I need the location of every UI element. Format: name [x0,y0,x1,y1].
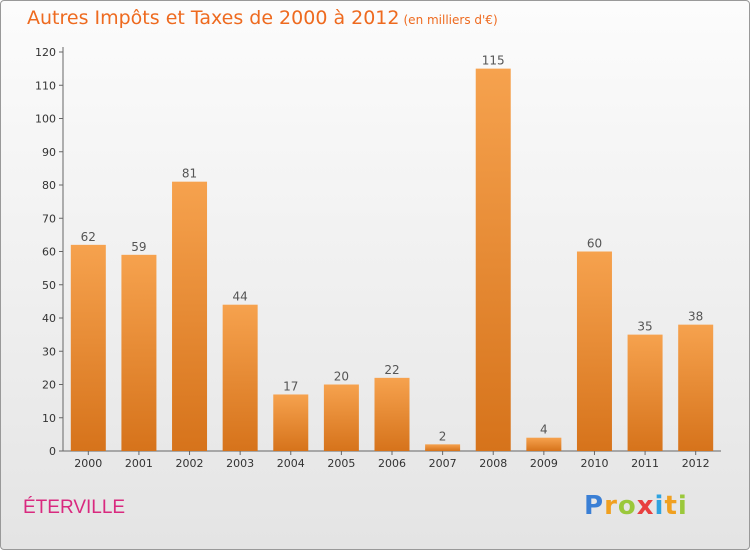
logo-letter: o [617,491,637,521]
x-tick-label: 2004 [277,457,305,470]
bar [70,244,106,451]
x-tick-label: 2000 [74,457,102,470]
y-tick-label: 70 [42,212,56,225]
data-label: 35 [637,320,652,334]
title-text: Autres Impôts et Taxes de 2000 à 2012 [27,7,400,29]
commune-name: ÉTERVILLE [23,497,126,518]
bar [273,394,309,451]
x-tick-label: 2001 [125,457,153,470]
logo-letter: i [677,491,688,521]
x-tick-label: 2009 [530,457,558,470]
x-tick-label: 2002 [176,457,204,470]
y-tick-label: 110 [35,79,56,92]
bar [323,384,359,451]
bar [627,334,663,451]
x-tick-label: 2010 [580,457,608,470]
y-tick-label: 40 [42,312,56,325]
logo-letter: t [664,491,678,521]
x-tick-label: 2008 [479,457,507,470]
logo-letter: i [654,491,665,521]
x-tick-label: 2011 [631,457,659,470]
data-label: 62 [81,230,96,244]
bar [425,444,461,451]
y-tick-label: 10 [42,412,56,425]
y-tick-label: 50 [42,279,56,292]
bar [374,377,410,451]
bar [678,324,714,451]
y-tick-label: 100 [35,113,56,126]
data-label: 38 [688,310,703,324]
chart-title: Autres Impôts et Taxes de 2000 à 2012 (en… [27,7,498,29]
logo-letter: P [584,491,605,521]
y-tick-label: 20 [42,379,56,392]
data-label: 81 [182,167,197,181]
y-tick-label: 120 [35,46,56,59]
bar [172,181,208,452]
x-tick-label: 2006 [378,457,406,470]
data-label: 115 [482,54,505,68]
data-label: 22 [384,363,399,377]
data-label: 59 [131,240,146,254]
title-unit: (en milliers d'€) [403,13,498,27]
bar [526,437,562,451]
data-label: 44 [233,290,248,304]
y-tick-label: 90 [42,146,56,159]
x-tick-label: 2003 [226,457,254,470]
y-tick-label: 0 [49,445,56,458]
bar [475,68,511,451]
bar [222,304,258,451]
data-label: 17 [283,379,298,393]
logo-letter: r [604,491,618,521]
x-tick-label: 2012 [682,457,710,470]
bar [121,254,157,451]
proxiti-logo: Proxiti [584,491,688,521]
data-label: 20 [334,370,349,384]
y-tick-label: 80 [42,179,56,192]
data-label: 4 [540,423,548,437]
x-tick-label: 2005 [327,457,355,470]
bar [576,251,612,451]
y-tick-label: 60 [42,246,56,259]
data-label: 2 [439,429,447,443]
data-label: 60 [587,237,602,251]
x-tick-label: 2007 [429,457,457,470]
logo-letter: x [636,491,655,521]
y-tick-label: 30 [42,345,56,358]
